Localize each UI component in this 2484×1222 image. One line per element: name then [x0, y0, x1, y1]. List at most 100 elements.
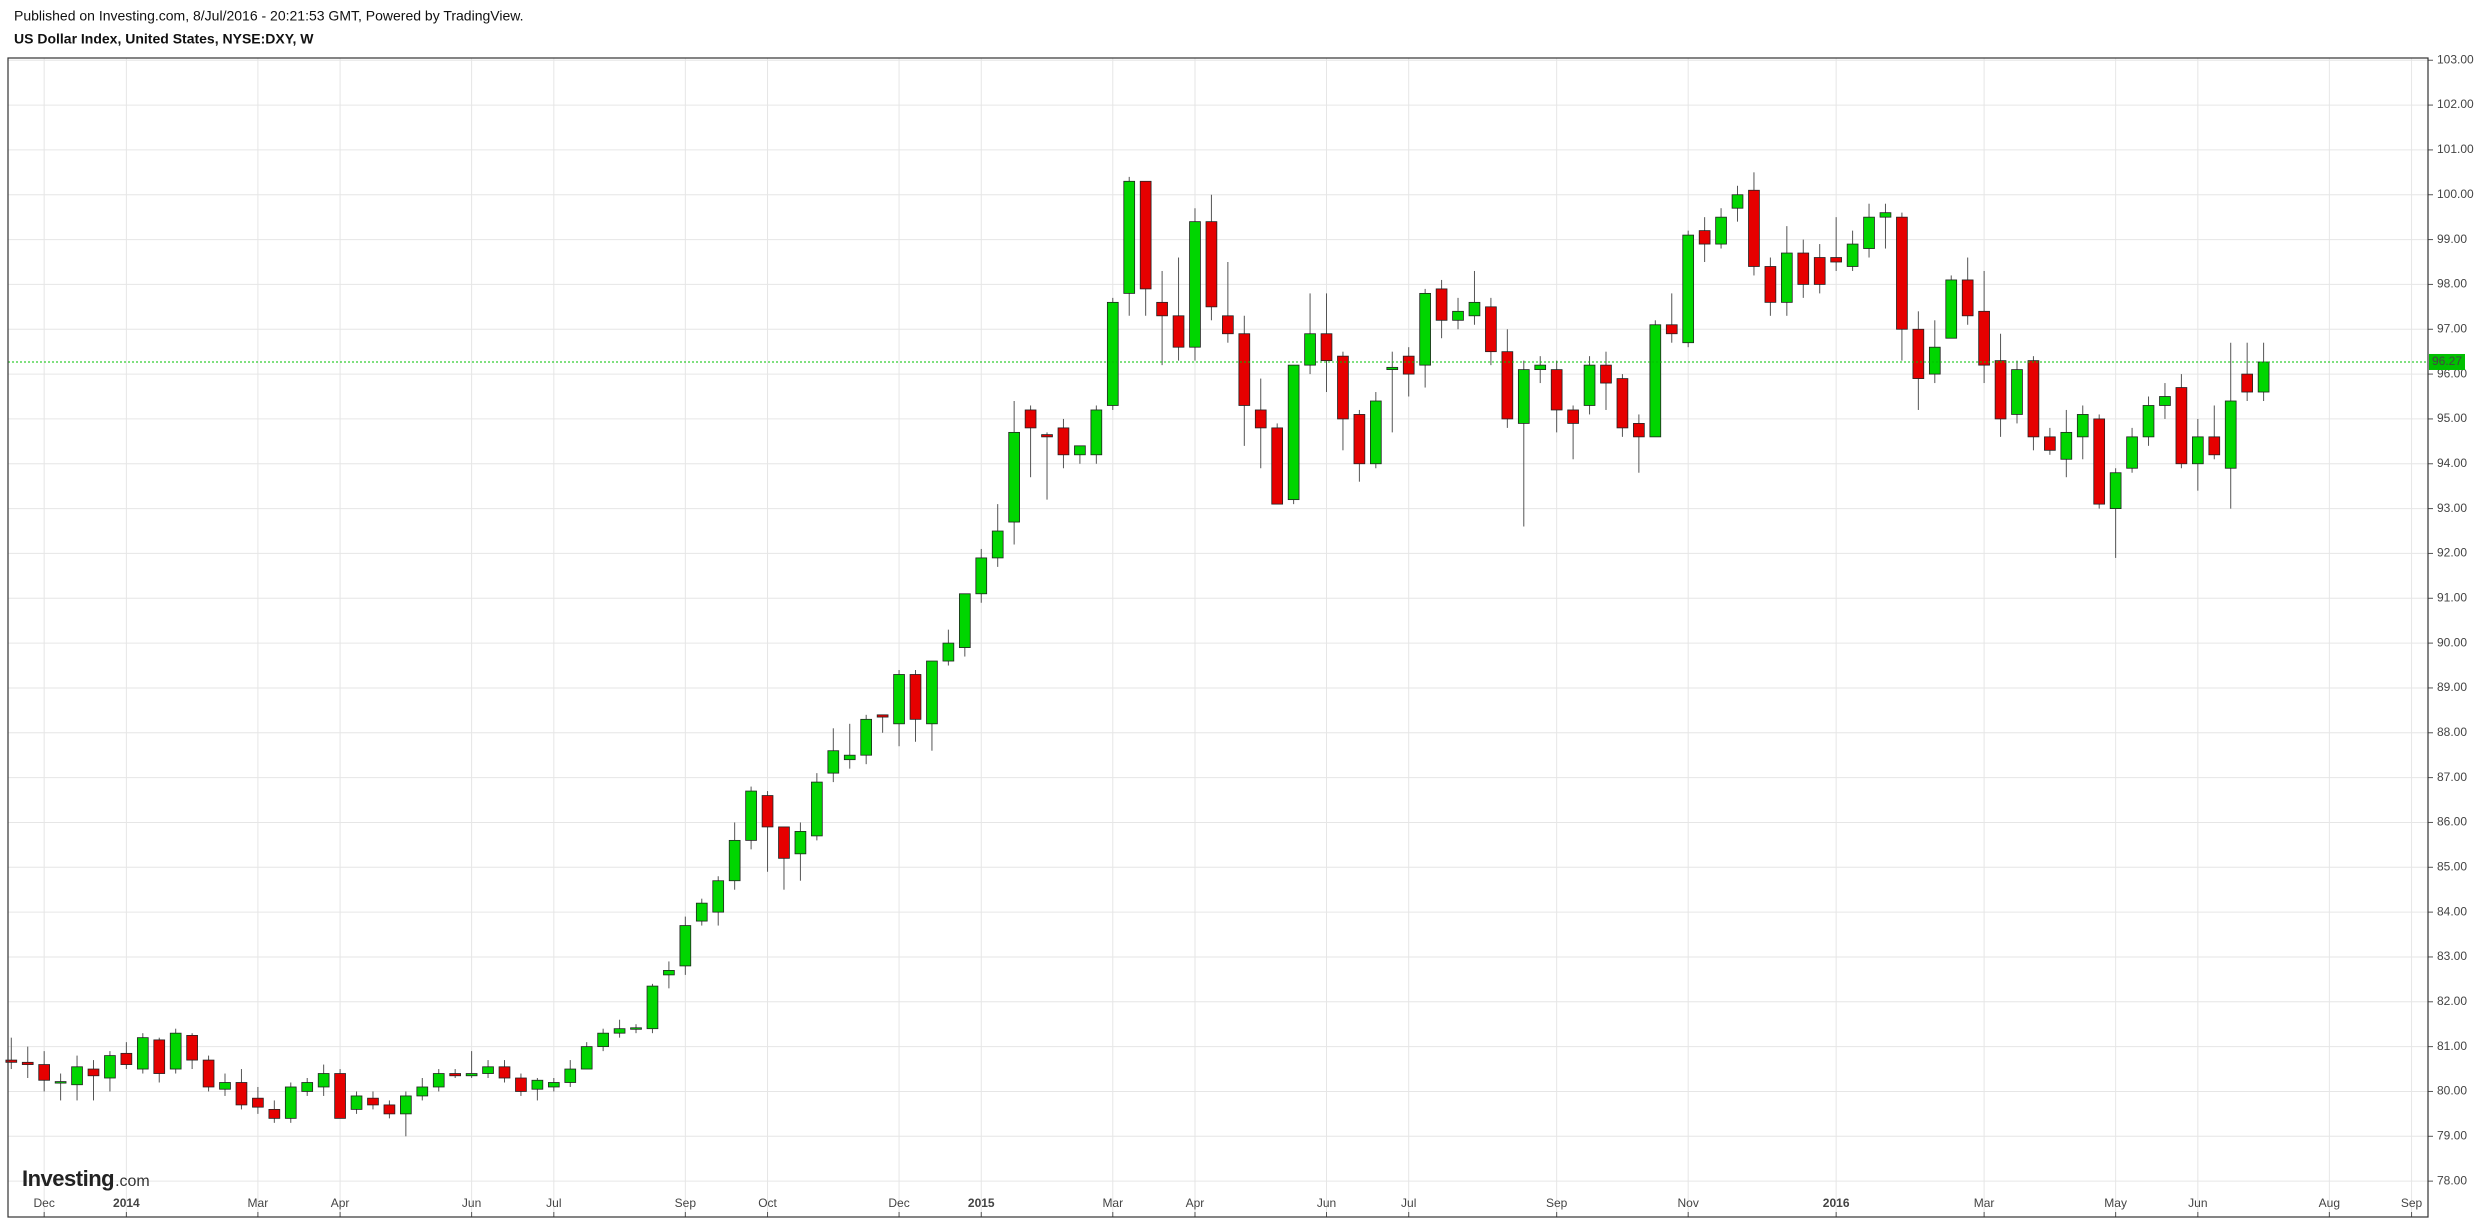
candle-body — [942, 642, 955, 662]
candle-body — [317, 1073, 330, 1088]
x-tick-label: Jun — [2188, 1196, 2207, 1210]
y-tick-label: 101.00 — [2437, 142, 2474, 156]
candle-body — [728, 839, 741, 882]
candle-body — [350, 1095, 363, 1110]
candle-body — [1222, 315, 1234, 335]
candle-body — [1583, 364, 1596, 406]
y-tick-label: 87.00 — [2437, 770, 2467, 784]
candle-body — [876, 714, 889, 718]
candle-body — [202, 1059, 215, 1088]
candle-body — [2076, 414, 2089, 438]
candle-body — [1797, 252, 1810, 285]
y-tick-label: 100.00 — [2437, 187, 2474, 201]
candle-body — [136, 1037, 149, 1070]
candle-body — [975, 557, 988, 595]
candle-body — [2027, 360, 2040, 438]
candle-body — [597, 1032, 609, 1048]
candle-body — [1682, 234, 1695, 344]
candle-body — [1024, 409, 1037, 429]
x-tick-label: 2014 — [113, 1196, 140, 1210]
candle-body — [367, 1097, 379, 1106]
candle-body — [1189, 221, 1201, 348]
grid: 78.00 79.00 80.00 81.00 82.00 83.00 84.00 85.00… — [8, 52, 2474, 1217]
candle-body — [1090, 409, 1103, 456]
candle-body — [104, 1055, 116, 1079]
candle-body — [1748, 189, 1760, 267]
candle-body — [1715, 216, 1727, 245]
x-tick-label: Sep — [2401, 1196, 2423, 1210]
candle-body — [2142, 405, 2155, 438]
candle-body — [1945, 279, 1958, 339]
candle-body — [1517, 369, 1530, 424]
y-tick-label: 83.00 — [2437, 949, 2467, 963]
x-tick-label: Mar — [1102, 1196, 1123, 1210]
y-tick-label: 78.00 — [2437, 1173, 2467, 1187]
y-tick-label: 79.00 — [2437, 1128, 2467, 1142]
candle-body — [1008, 431, 1020, 523]
candle-body — [1254, 409, 1267, 429]
y-tick-label: 98.00 — [2437, 277, 2467, 291]
candle-body — [679, 925, 692, 967]
y-tick-label: 81.00 — [2437, 1039, 2467, 1053]
candle-body — [2224, 400, 2237, 469]
y-tick-label: 80.00 — [2437, 1084, 2467, 1098]
candle-body — [219, 1082, 231, 1090]
candle-body — [1616, 378, 1629, 429]
candle-body — [498, 1066, 511, 1079]
candle-body — [811, 781, 823, 837]
logo: Investing — [22, 1166, 114, 1191]
candle-body — [1468, 301, 1481, 317]
candle-body — [1534, 364, 1547, 371]
candles: 96.27 — [5, 172, 2465, 1137]
last-price-box — [2429, 353, 2465, 370]
candle-body — [1287, 364, 1300, 501]
candle-body — [646, 985, 659, 1030]
y-tick-label: 90.00 — [2437, 635, 2467, 649]
x-tick-label: Apr — [331, 1196, 350, 1210]
x-tick-label: Dec — [33, 1196, 54, 1210]
candle-body — [1353, 414, 1366, 465]
candle-body — [958, 593, 971, 648]
candle-body — [169, 1032, 182, 1070]
candle-body — [1928, 346, 1941, 375]
x-tick-label: Sep — [675, 1196, 697, 1210]
candle-body — [695, 902, 708, 922]
candle-body — [794, 831, 807, 855]
last-price-label: 96.27 — [2432, 354, 2462, 368]
x-tick-label: Jun — [462, 1196, 481, 1210]
candle-body — [1304, 333, 1316, 366]
candle-body — [482, 1066, 494, 1074]
candle-body — [630, 1027, 642, 1030]
y-tick-label: 102.00 — [2437, 97, 2474, 111]
chart-subtitle: Published on Investing.com, 8/Jul/2016 -… — [14, 8, 523, 24]
y-tick-label: 94.00 — [2437, 456, 2467, 470]
candle-body — [1106, 301, 1119, 406]
candle-body — [778, 826, 790, 859]
candle-body — [1501, 351, 1514, 420]
y-tick-label: 86.00 — [2437, 815, 2467, 829]
candle-body — [1271, 427, 1284, 505]
candle-body — [1550, 369, 1563, 411]
candle-body — [432, 1073, 445, 1088]
x-tick-label: Jul — [546, 1196, 561, 1210]
candle-body — [1731, 194, 1744, 209]
candle-body — [1123, 180, 1136, 294]
candle-body — [1781, 252, 1793, 303]
candle-body — [1961, 279, 1974, 317]
candle-body — [1419, 292, 1431, 366]
candle-body — [1156, 301, 1168, 317]
candle-body — [1830, 257, 1842, 263]
candle-body — [926, 660, 938, 725]
y-tick-label: 89.00 — [2437, 680, 2467, 694]
candle-body — [383, 1104, 396, 1115]
y-tick-label: 97.00 — [2437, 321, 2467, 335]
candle-body — [1205, 221, 1218, 308]
logo-suffix: .com — [115, 1173, 150, 1190]
candle-body — [268, 1108, 281, 1119]
candle-body — [515, 1077, 527, 1092]
candle-body — [1978, 310, 1990, 366]
x-tick-label: 2016 — [1823, 1196, 1850, 1210]
candle-body — [712, 880, 725, 913]
candle-body — [893, 674, 905, 725]
